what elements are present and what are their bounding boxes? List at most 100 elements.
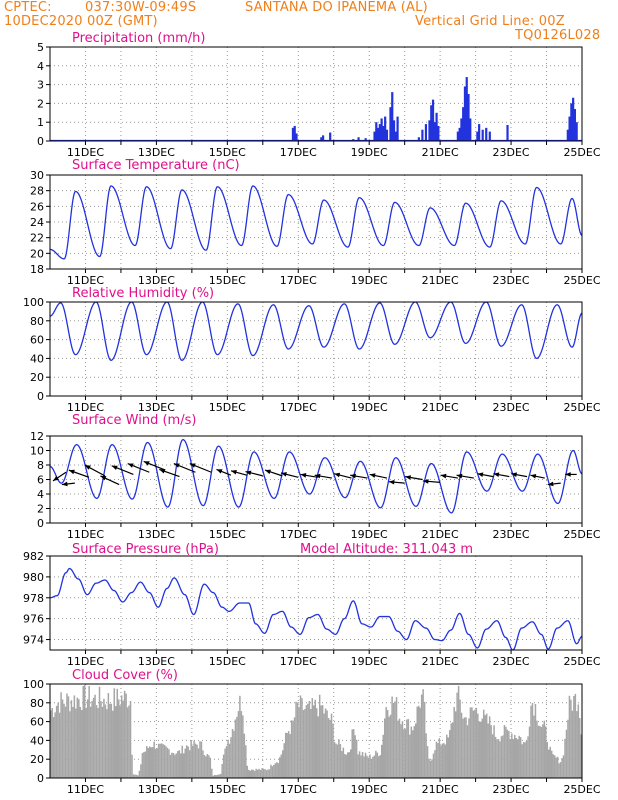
cloud-bar — [234, 719, 237, 778]
cloud-bar — [81, 710, 83, 778]
wind-arrowhead — [216, 469, 223, 474]
cloud-bar — [172, 752, 175, 778]
cloud-bar — [518, 735, 520, 778]
y-tick-label: 8 — [37, 459, 44, 472]
series-line — [50, 302, 582, 361]
cloud-bar — [545, 726, 547, 778]
cloud-bar — [347, 752, 349, 778]
y-tick-label: 0 — [37, 517, 44, 530]
cloud-bar — [151, 747, 154, 778]
cloud-bar — [448, 730, 451, 778]
cloud-bar — [221, 764, 223, 778]
cloud-bar — [178, 750, 181, 778]
precip-bar — [437, 125, 440, 141]
panel-title: Cloud Cover (%) — [72, 668, 178, 683]
x-tick-label: 13DEC — [138, 655, 175, 668]
cloud-bar — [423, 701, 426, 778]
x-tick-label: 13DEC — [138, 274, 175, 287]
cloud-bar — [410, 726, 413, 778]
cloud-bar — [267, 769, 269, 778]
x-tick-label: 25DEC — [563, 401, 600, 414]
y-tick-label: 2 — [37, 97, 44, 110]
cloud-bar — [310, 708, 312, 778]
precip-bar — [389, 107, 392, 141]
cloud-bar — [379, 755, 382, 778]
y-tick-label: 20 — [30, 247, 44, 260]
x-tick-label: 23DEC — [493, 783, 530, 796]
cloud-bar — [490, 725, 492, 778]
cloud-bar — [307, 703, 309, 778]
cloud-bar — [284, 732, 287, 778]
cloud-bar — [568, 695, 571, 778]
cloud-bar — [388, 716, 390, 778]
source-label: CPTEC: — [4, 0, 52, 15]
precip-bar — [320, 137, 323, 141]
precip-bar — [392, 120, 396, 141]
y-tick-label: 100 — [23, 678, 44, 691]
x-tick-label: 15DEC — [209, 274, 246, 287]
wind-arrowhead — [350, 473, 356, 479]
precip-bar — [295, 133, 298, 141]
cloud-bar — [147, 747, 150, 778]
cloud-bar — [70, 700, 73, 778]
x-tick-label: 15DEC — [209, 528, 246, 541]
precip-bar — [357, 137, 360, 141]
cloud-bar — [459, 699, 461, 778]
cloud-bar — [302, 710, 305, 778]
cloud-bar — [426, 746, 429, 778]
x-tick-label: 23DEC — [493, 655, 530, 668]
cloud-bar — [196, 744, 198, 778]
x-tick-label: 13DEC — [138, 783, 175, 796]
y-tick-label: 10 — [30, 445, 44, 458]
wind-arrowhead — [565, 472, 571, 477]
cloud-bar — [79, 706, 82, 778]
precip-bar — [433, 122, 436, 141]
y-tick-label: 3 — [37, 79, 44, 92]
cloud-bar — [432, 753, 435, 778]
wind-arrowhead — [159, 469, 166, 474]
cloud-bar — [463, 717, 466, 778]
plot-area — [50, 77, 582, 141]
x-tick-label: 13DEC — [138, 401, 175, 414]
cloud-bar — [283, 743, 285, 778]
y-tick-label: 0 — [37, 135, 44, 148]
cloud-bar — [338, 739, 340, 778]
cloud-bar — [502, 735, 504, 778]
cloud-bar — [250, 769, 253, 778]
x-tick-label: 15DEC — [209, 401, 246, 414]
cloud-bar — [403, 729, 405, 778]
cloud-bar — [360, 755, 362, 778]
wind-arrowhead — [388, 479, 395, 485]
cloud-bar — [434, 750, 436, 778]
cloud-bar — [237, 711, 240, 778]
cloud-bar — [543, 720, 546, 778]
y-tick-label: 4 — [37, 60, 44, 73]
y-tick-label: 40 — [30, 734, 44, 747]
cloud-bar — [564, 738, 566, 778]
y-tick-label: 4 — [37, 488, 44, 501]
cloud-bar — [52, 717, 55, 778]
cloud-bar — [276, 762, 278, 778]
precip-bar — [462, 107, 465, 141]
cloud-bar — [55, 705, 58, 778]
cloud-bar — [552, 754, 554, 778]
precip-bar — [385, 129, 389, 141]
cloud-bar — [375, 750, 377, 778]
cloud-bar — [444, 744, 447, 778]
x-tick-label: 25DEC — [563, 146, 600, 159]
cloud-bar — [177, 751, 179, 778]
x-tick-label: 15DEC — [209, 146, 246, 159]
cloud-bar — [304, 709, 306, 778]
cloud-bar — [101, 706, 104, 778]
cloud-bar — [457, 685, 460, 778]
cloud-bar — [246, 765, 249, 778]
precip-bar — [506, 125, 509, 141]
wind-arrowhead — [369, 473, 376, 478]
cloud-bar — [438, 738, 441, 778]
cloud-bar — [290, 720, 293, 778]
x-tick-label: 17DEC — [280, 146, 317, 159]
precip-bar — [465, 77, 468, 141]
cloud-bar — [579, 718, 581, 778]
cloud-bar — [188, 750, 191, 778]
